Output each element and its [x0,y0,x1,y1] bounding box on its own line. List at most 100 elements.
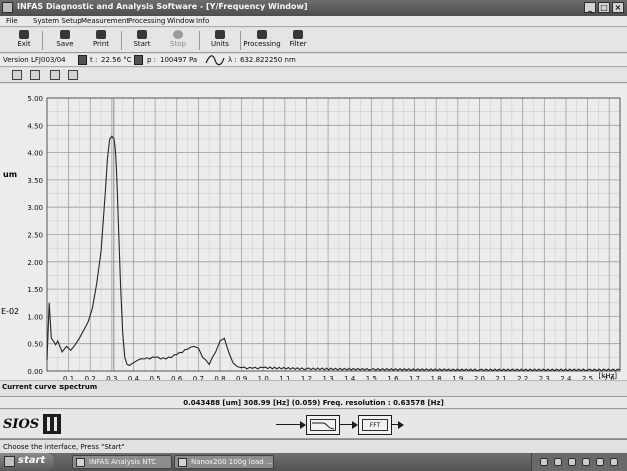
pressure-icon [134,55,143,65]
chart-svg[interactable]: 0.00 0.50 1.00 1.50 2.00 2.50 3.00 3.50 4.00 4.50… [0,84,627,380]
menu-processing[interactable]: Processing [128,17,166,25]
y-tick-label: 4.50 [27,122,43,130]
y-tick-label: 0.50 [27,341,43,349]
print-button[interactable]: Print [85,29,117,52]
sios-logo: SIOS [3,414,75,436]
system-tray [531,453,627,471]
spectrum-chart[interactable]: 0.00 0.50 1.00 1.50 2.00 2.50 3.00 3.50 4.00 4.50… [0,84,627,380]
status-bar: Choose the interface, Press "Start" [0,439,627,453]
x-tick-label: 2.2 [517,375,528,380]
close-button[interactable]: × [612,2,624,13]
menu-system-setup[interactable]: System Setup [33,17,82,25]
x-tick-label: 0.7 [193,375,204,380]
menu-file[interactable]: File [6,17,18,25]
start-button[interactable]: Start [126,29,158,52]
start-arrow-icon [137,30,147,39]
fft-block[interactable]: FFT [358,415,392,435]
current-curve-label: Current curve : [2,383,62,391]
x-tick-label: 0.9 [236,375,247,380]
x-tick-label: 1.0 [258,375,269,380]
secondary-toolbar [0,68,627,83]
x-tick-label: 0.6 [171,375,183,380]
print-icon [96,30,106,39]
title-bar[interactable]: INFAS Diagnostic and Analysis Software -… [0,0,627,16]
stop-button[interactable]: Stop [162,29,194,52]
main-toolbar: Exit Save Print Start Stop Units Process… [0,28,627,53]
tray-security-icon[interactable] [568,458,576,466]
x-tick-label: 0.2 [85,375,96,380]
cursor-tool-icon[interactable] [12,70,22,80]
taskbar: start INFAS Analysis NTC Nanox200 100g l… [0,453,627,471]
processing-icon [257,30,267,39]
y-tick-label: 1.00 [27,313,43,321]
x-tick-label: 1.2 [301,375,312,380]
hand-tool-icon[interactable] [68,70,78,80]
app-icon[interactable] [2,2,13,13]
filter-block[interactable] [306,415,340,435]
tray-clock-icon[interactable] [610,458,618,466]
exit-button[interactable]: Exit [8,29,40,52]
wavelength-value: 632.822250 nm [240,56,296,64]
menu-info[interactable]: Info [196,17,210,25]
x-tick-label: 2.1 [496,375,507,380]
taskbar-item-infas[interactable]: INFAS Analysis NTC [72,455,172,469]
series-spectrum-line [46,135,621,372]
flow-arrow-icon [300,421,306,429]
pressure-value: 100497 Pa [160,56,198,64]
x-tick-label: 1.7 [409,375,420,380]
x-tick-label: 2.5 [582,375,593,380]
x-tick-label: 1.9 [452,375,463,380]
version-value: LFJ003/04 [31,56,66,64]
units-button[interactable]: Units [204,29,236,52]
chart-grid [47,97,620,372]
start-button[interactable]: start [0,453,54,471]
y-tick-label: 1.50 [27,286,43,294]
wave-icon [205,55,225,66]
minimize-button[interactable]: _ [584,2,596,13]
temperature-label: t : [90,56,98,64]
save-button[interactable]: Save [49,29,81,52]
grid-tool-icon[interactable] [50,70,60,80]
lowpass-icon [312,422,335,430]
toolbar-separator [240,31,241,50]
filter-button[interactable]: Filter [282,29,314,52]
taskbar-item-nanox[interactable]: Nanox200 100g load ... [174,455,274,469]
curve-bar: Current curve : spectrum [0,380,627,396]
y-tick-label: 4.00 [27,150,43,158]
x-tick-labels: 0.1 0.2 0.3 0.4 0.5 0.6 0.7 0.8 0.9 1.0 1.1 1.2 1.3 1… [63,375,615,380]
x-tick-label: 0.8 [214,375,225,380]
x-tick-label: 2.6 [604,375,616,380]
stop-icon [173,30,183,39]
x-tick-label: 0.5 [150,375,161,380]
zoom-tool-icon[interactable] [30,70,40,80]
logo-mark-icon [43,414,61,434]
x-tick-label: 0.3 [106,375,117,380]
windows-flag-icon [4,456,15,467]
y-axis-label: um [3,170,17,179]
tray-update-icon[interactable] [582,458,590,466]
maximize-button[interactable]: □ [598,2,610,13]
y-tick-labels: 0.00 0.50 1.00 1.50 2.00 2.50 3.00 3.50 4.00 4.50… [27,95,43,376]
x-tick-label: 1.5 [366,375,377,380]
logo-text: SIOS [3,417,40,432]
info-bar: Version : LFJ003/04 t : 22.56 °C p : 100… [0,54,627,67]
exit-icon [19,30,29,39]
wavelength-label: λ : [228,56,237,64]
y-tick-label: 3.00 [27,204,43,212]
tray-network-icon[interactable] [540,458,548,466]
processing-flow-diagram: FFT [276,415,406,435]
processing-button[interactable]: Processing [243,29,281,52]
x-tick-label: 1.3 [323,375,334,380]
menu-window[interactable]: Window [167,17,195,25]
x-unit-label: [kHz] [599,372,618,380]
current-curve-name[interactable]: spectrum [60,383,98,391]
save-icon [60,30,70,39]
x-tick-label: 1.4 [344,375,356,380]
tray-power-icon[interactable] [596,458,604,466]
menu-measurement[interactable]: Measurement [81,17,130,25]
y-tick-label: 2.00 [27,259,43,267]
y-tick-label: 2.50 [27,232,43,240]
y-tick-label: 3.50 [27,177,43,185]
tray-volume-icon[interactable] [554,458,562,466]
x-tick-label: 0.4 [128,375,140,380]
